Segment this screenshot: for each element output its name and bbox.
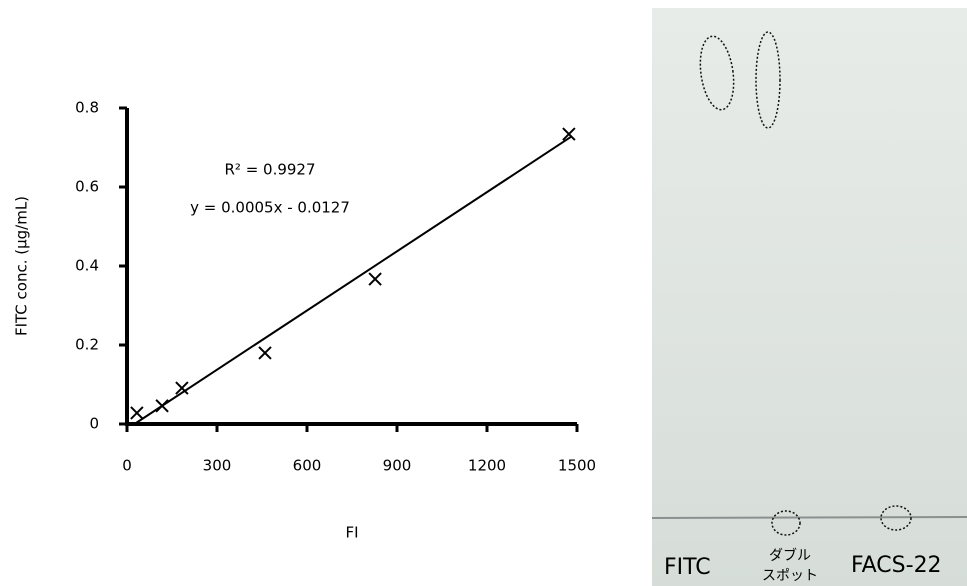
y-tick-label: 0 xyxy=(89,415,99,433)
spot xyxy=(880,505,912,531)
spot xyxy=(699,35,735,111)
lane-label: FACS-22 xyxy=(851,553,942,578)
x-tick-label: 0 xyxy=(122,457,132,475)
marker xyxy=(130,406,144,420)
x-tick-label: 600 xyxy=(293,457,322,475)
spot xyxy=(771,510,801,536)
r-squared: R² = 0.9927 xyxy=(224,161,315,179)
y-axis-label: FITC conc. (μg/mL) xyxy=(13,196,31,336)
x-tick-label: 1500 xyxy=(558,457,596,475)
x-tick-label: 900 xyxy=(383,457,412,475)
x-tick-label: 1200 xyxy=(468,457,506,475)
tlc-photo: FITC ダブル スポット FACS-22 xyxy=(651,8,967,586)
marker xyxy=(368,272,382,286)
marker xyxy=(562,127,576,141)
marker xyxy=(155,399,169,413)
x-axis-label: FI xyxy=(345,524,358,542)
lane-label: スポット xyxy=(762,568,818,584)
marker xyxy=(175,381,189,395)
y-tick-label: 0.6 xyxy=(75,178,99,196)
origin-line xyxy=(651,516,967,519)
y-tick-label: 0.2 xyxy=(75,336,99,354)
marker xyxy=(258,346,272,360)
x-tick-label: 300 xyxy=(203,457,232,475)
spot xyxy=(755,31,781,129)
y-tick-label: 0.8 xyxy=(75,99,99,117)
equation: y = 0.0005x - 0.0127 xyxy=(190,199,350,217)
lane-label: FITC xyxy=(664,555,711,580)
plate-shade xyxy=(652,8,967,586)
lane-label: ダブル xyxy=(769,547,811,564)
trendline xyxy=(133,135,572,425)
y-tick-label: 0.4 xyxy=(75,257,99,275)
